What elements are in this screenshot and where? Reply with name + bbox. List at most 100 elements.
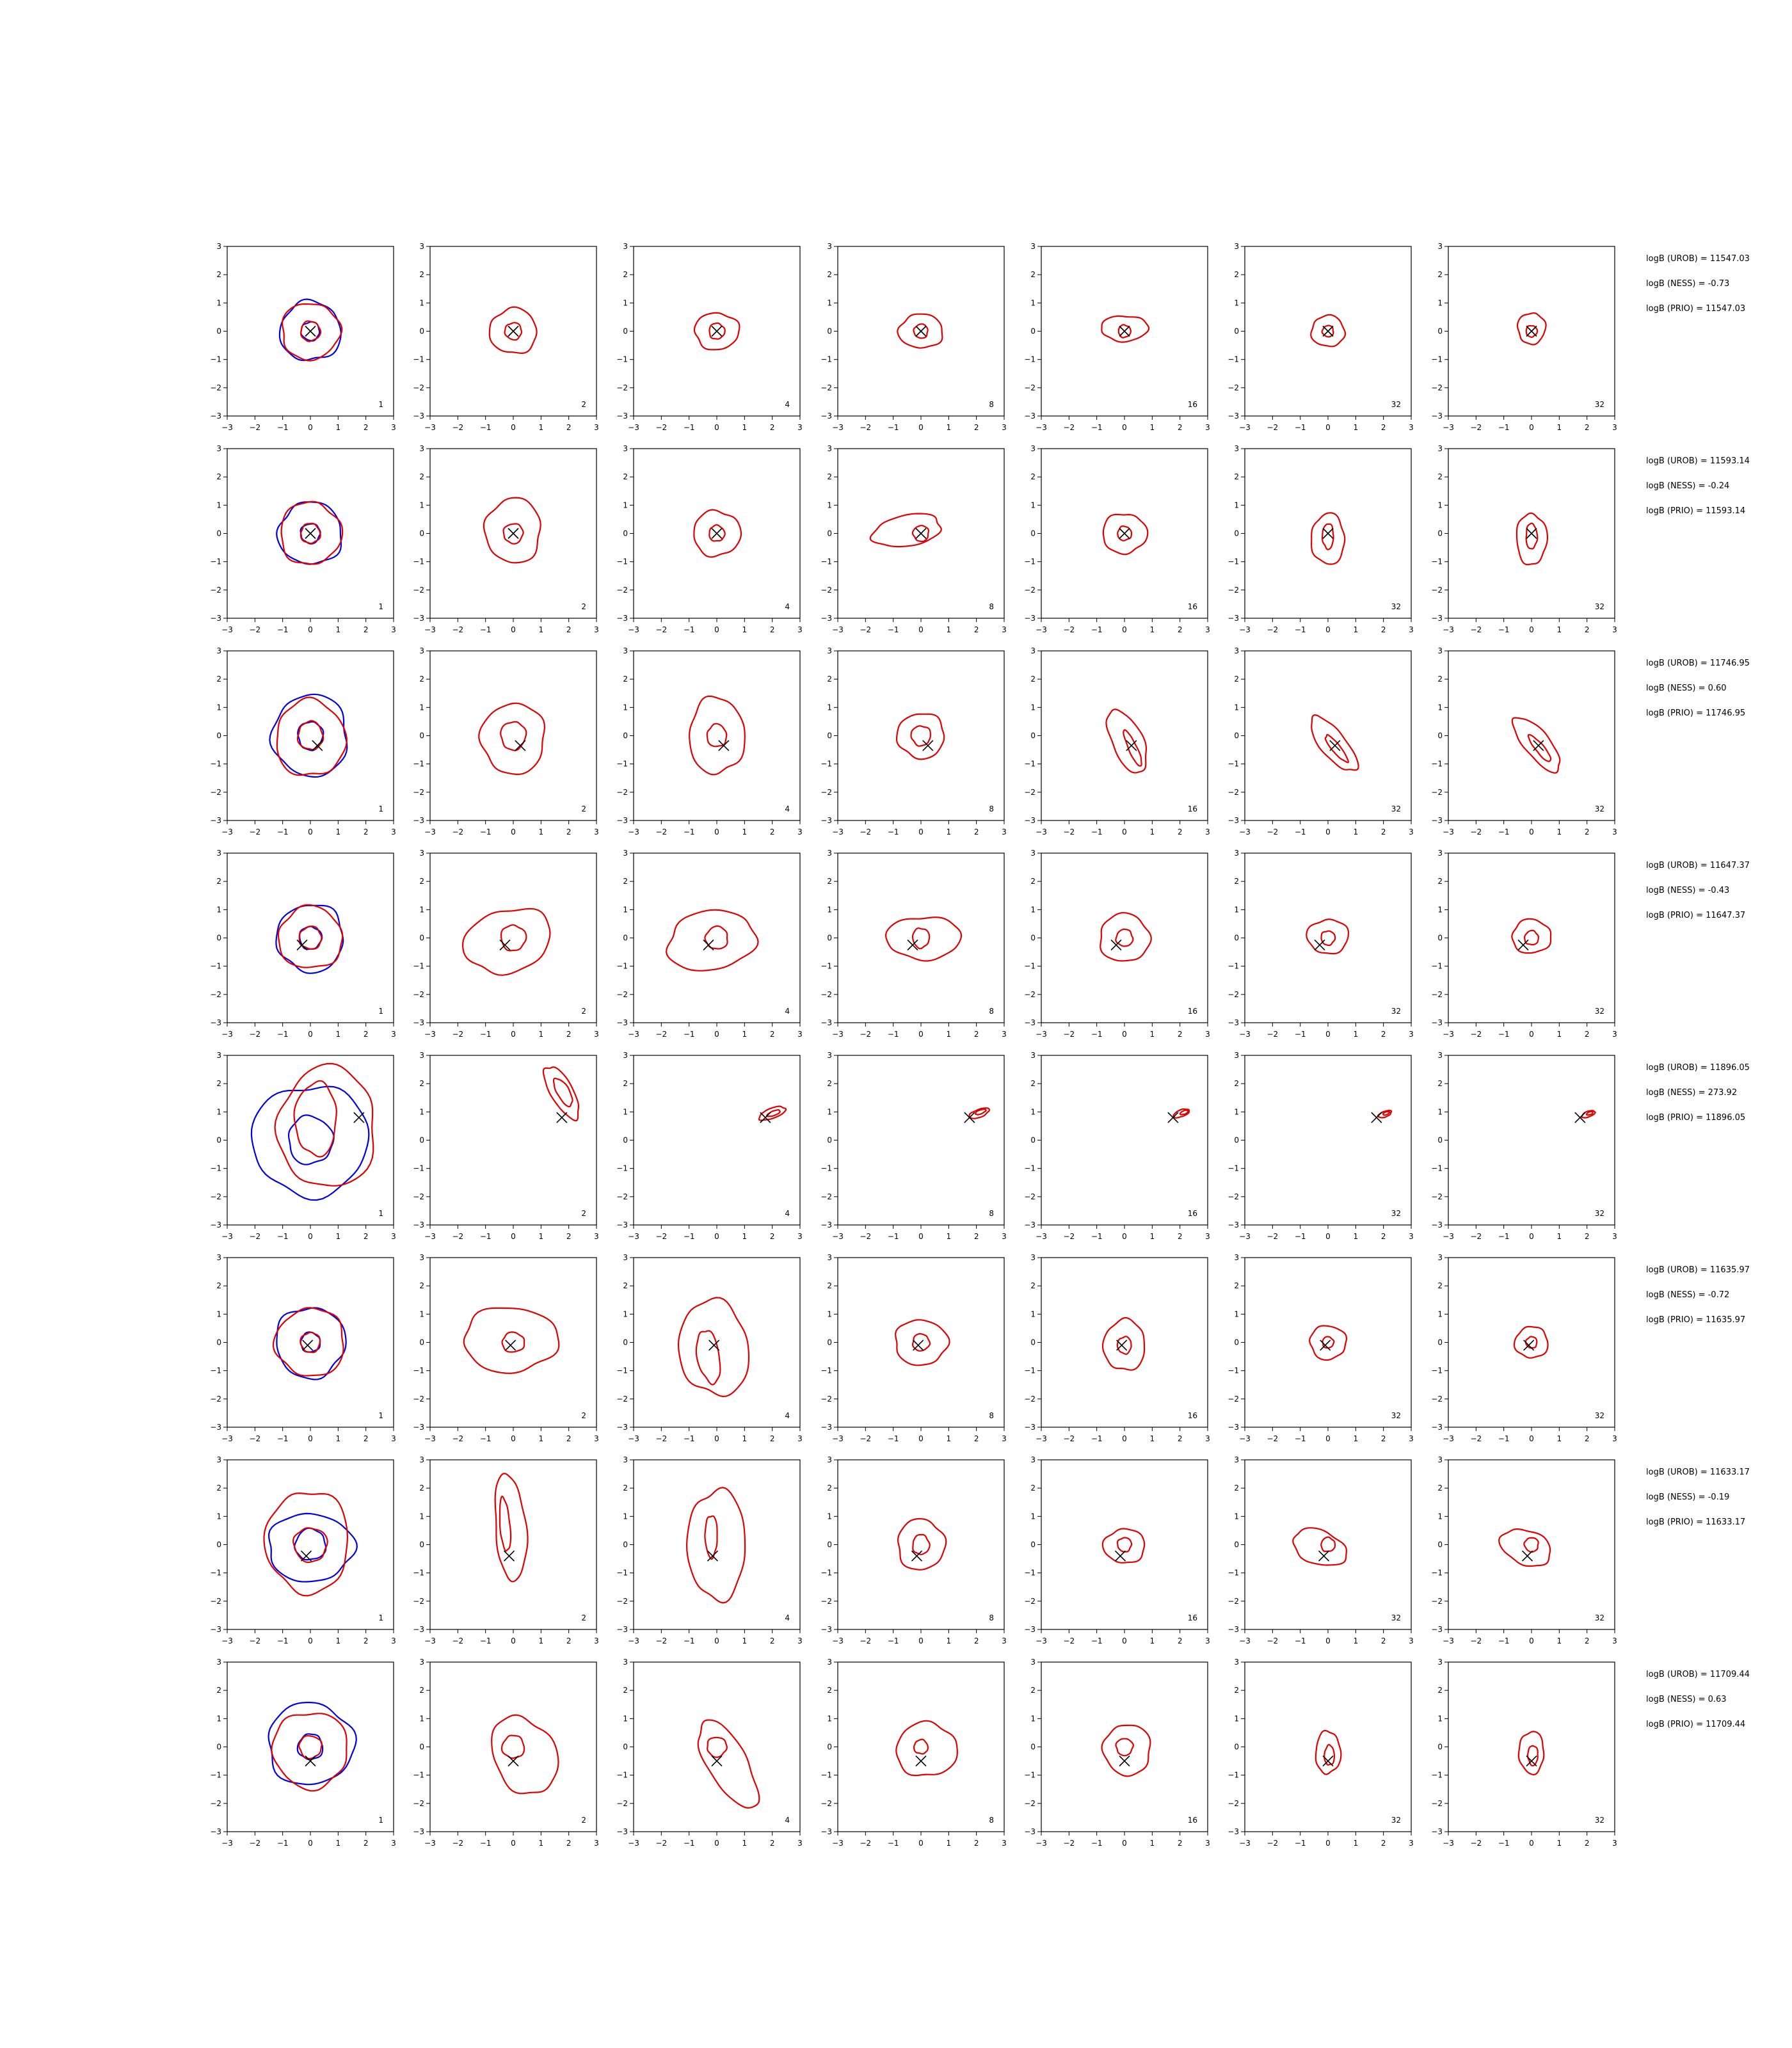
x-tick-label: 0 [511, 828, 516, 836]
axes-frame [1041, 1459, 1208, 1630]
y-tick-label: −3 [820, 1827, 832, 1836]
y-tick-label: −3 [820, 1220, 832, 1229]
red-outer-contour [1516, 312, 1547, 346]
x-tick-label: −2 [1063, 625, 1075, 634]
x-tick-label: −3 [628, 828, 639, 836]
contours [897, 1517, 947, 1571]
contours [250, 1062, 374, 1201]
x-tick-label: −1 [1295, 1636, 1306, 1645]
x-tick-label: 3 [1612, 1636, 1617, 1645]
stat-line: logB (PRIO) = 11633.17 [1646, 1517, 1745, 1527]
x-tick-label: −1 [684, 1232, 695, 1241]
y-tick-label: 2 [827, 472, 832, 481]
x-tick-label: 1 [539, 1434, 544, 1443]
y-tick-label: 3 [827, 1253, 832, 1262]
y-tick-label: −1 [210, 355, 221, 364]
y-tick-label: −2 [1228, 990, 1239, 999]
stat-line: logB (PRIO) = 11896.05 [1646, 1113, 1745, 1123]
red-inner-contour [765, 1109, 781, 1117]
stat-line: logB (PRIO) = 11746.95 [1646, 708, 1745, 718]
y-tick-label: 0 [419, 1540, 424, 1549]
y-tick-label: −3 [210, 1220, 221, 1229]
x-tick-label: −3 [1443, 1232, 1454, 1241]
x-tick-label: 2 [770, 1434, 775, 1443]
x-tick-label: 0 [1122, 1232, 1127, 1241]
red-outer-contour [542, 1066, 580, 1122]
y-tick-label: 3 [827, 1051, 832, 1060]
y-tick-label: −2 [1024, 1597, 1036, 1606]
contours [263, 1492, 358, 1597]
column-label: 8 [989, 1613, 994, 1622]
y-tick-label: −2 [413, 383, 424, 392]
axes-frame [429, 1459, 597, 1630]
axes-frame [837, 1459, 1005, 1630]
true-value-marker [707, 1550, 719, 1562]
red-outer-contour [1292, 1527, 1347, 1566]
red-inner-contour [1525, 522, 1539, 550]
red-outer-contour [1172, 1108, 1190, 1119]
contours [1511, 717, 1561, 774]
panel-r7-c5: −3 −2 −1 0 1 2 3 3 2 1 0 −1 −2 −3 16 [1024, 1455, 1210, 1645]
x-tick-label: 0 [1122, 1636, 1127, 1645]
x-tick-label: 1 [539, 423, 544, 432]
x-tick-label: 3 [797, 828, 803, 836]
y-tick-label: 2 [827, 1484, 832, 1492]
x-tick-label: 3 [797, 1636, 803, 1645]
y-tick-label: −1 [1024, 760, 1036, 769]
y-tick-label: 0 [1234, 1338, 1239, 1347]
row-stats: logB (UROB) = 11547.03 logB (NESS) = -0.7… [1646, 254, 1750, 314]
x-tick-label: 3 [1205, 1030, 1210, 1039]
red-inner-contour [499, 1496, 512, 1552]
x-tick-label: 0 [918, 1030, 924, 1039]
y-tick-label: 3 [419, 1051, 424, 1060]
true-value-marker [1119, 325, 1130, 337]
x-tick-label: 1 [947, 1636, 952, 1645]
y-tick-label: 1 [216, 1107, 221, 1116]
y-tick-label: −1 [1431, 1164, 1443, 1173]
column-label: 1 [378, 1613, 383, 1622]
axes-frame [1244, 1459, 1412, 1630]
column-label: 16 [1188, 1816, 1197, 1825]
x-tick-label: −2 [249, 1232, 260, 1241]
x-tick-label: 1 [1354, 1839, 1359, 1848]
contours [1498, 1528, 1551, 1567]
red-outer-contour [1517, 1731, 1545, 1776]
red-outer-contour [271, 1713, 348, 1792]
x-tick-label: 0 [308, 1434, 313, 1443]
column-label: 16 [1188, 400, 1197, 409]
x-tick-label: −1 [1091, 423, 1103, 432]
red-inner-contour [1179, 1109, 1189, 1116]
y-tick-label: 0 [623, 934, 628, 943]
y-tick-label: −3 [616, 412, 628, 420]
y-tick-label: −1 [413, 760, 424, 769]
x-tick-label: 2 [770, 1839, 775, 1848]
y-tick-label: 2 [623, 1686, 628, 1695]
red-inner-contour [1523, 1537, 1539, 1553]
panel-r1-c4: −3 −2 −1 0 1 2 3 3 2 1 0 −1 −2 −3 8 [820, 242, 1007, 432]
x-tick-label: −3 [221, 1839, 233, 1848]
y-tick-label: 3 [827, 1658, 832, 1667]
x-tick-label: 0 [1122, 625, 1127, 634]
contours [677, 1297, 750, 1398]
x-tick-label: 1 [539, 1636, 544, 1645]
y-tick-label: 3 [419, 1455, 424, 1464]
y-tick-label: 1 [1437, 703, 1443, 712]
y-tick-label: −3 [1024, 816, 1036, 825]
column-label: 32 [1595, 1613, 1604, 1622]
contours [488, 306, 538, 355]
red-inner-contour [1115, 1738, 1134, 1757]
x-tick-label: −2 [860, 1030, 871, 1039]
x-tick-label: −2 [249, 423, 260, 432]
y-tick-label: 0 [623, 1136, 628, 1145]
y-tick-label: −2 [1228, 1395, 1239, 1404]
y-tick-label: −2 [1228, 1597, 1239, 1606]
red-inner-contour [1116, 1336, 1132, 1356]
red-inner-contour [1324, 1743, 1335, 1766]
red-inner-contour [912, 1533, 931, 1556]
column-label: 16 [1188, 1613, 1197, 1622]
x-tick-label: 2 [1178, 1030, 1183, 1039]
y-tick-label: −2 [616, 1395, 628, 1404]
x-tick-label: 1 [336, 423, 341, 432]
red-outer-contour [895, 1319, 950, 1366]
